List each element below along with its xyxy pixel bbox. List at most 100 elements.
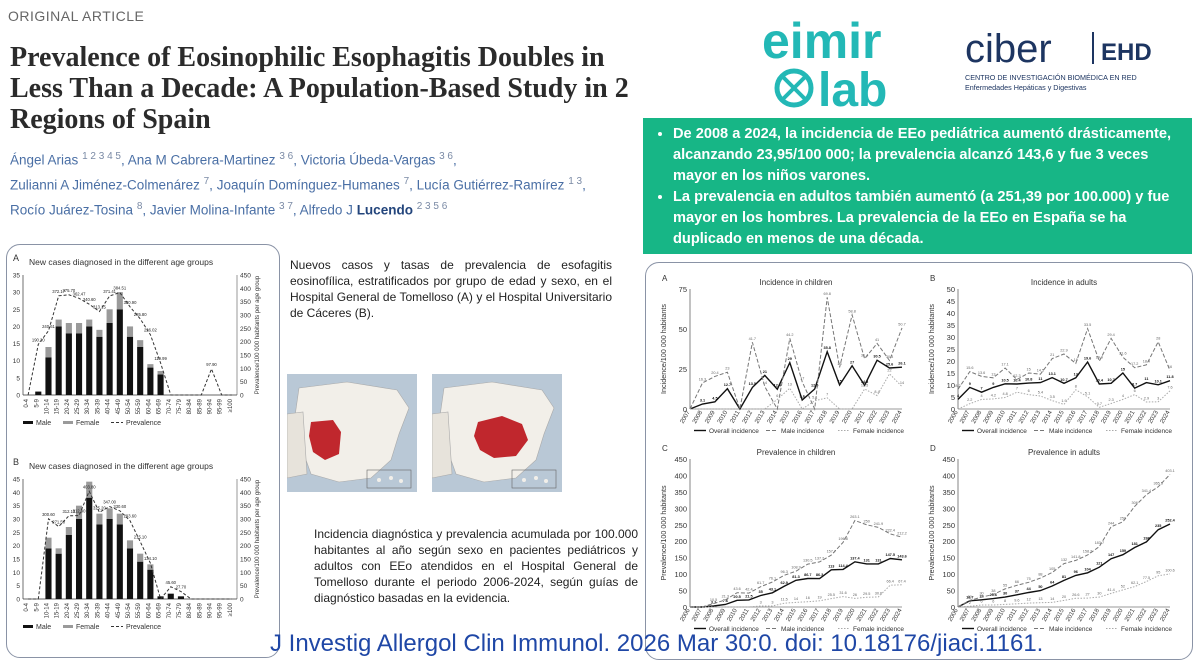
data-label: 41.4 xyxy=(1107,588,1114,592)
x-tick-label: 75-79 xyxy=(177,602,183,618)
author[interactable]: Lucía Gutiérrez-Ramírez xyxy=(416,177,565,193)
x-tick-label: 65-69 xyxy=(157,602,163,618)
data-label: 25.6 xyxy=(886,363,893,367)
tick-label: 100 xyxy=(240,366,251,373)
author[interactable]: Zulianni A Jiménez-Colmenárez xyxy=(10,177,200,193)
data-label: 6 xyxy=(776,394,778,398)
tick-label: 50 xyxy=(947,587,955,596)
tick-label: 0 xyxy=(951,405,955,414)
data-label: 31.6 xyxy=(839,591,846,595)
tick-label: 350 xyxy=(240,503,251,510)
data-label: 3 xyxy=(760,601,762,605)
data-label: 403.1 xyxy=(1165,469,1175,473)
data-label: 1.9 xyxy=(1061,399,1066,403)
eimir-lab-logo: eimir lab xyxy=(762,13,887,112)
x-tick-label: 2009 xyxy=(714,607,727,623)
data-label: 14 xyxy=(763,381,767,385)
author[interactable]: Victoria Úbeda-Vargas xyxy=(300,152,436,168)
legend-label: Overall incidence xyxy=(977,428,1027,435)
panel-letter: D xyxy=(930,444,936,453)
tick-label: 150 xyxy=(674,554,687,563)
author[interactable]: Alfredo J Lucendo xyxy=(299,202,413,218)
tick-label: 40 xyxy=(13,490,21,497)
data-label: 22.9 xyxy=(1060,349,1067,353)
tick-label: 30 xyxy=(13,517,21,524)
data-label: 29.4 xyxy=(1107,333,1114,337)
data-label: 137.4 xyxy=(850,556,860,560)
article-type-label: ORIGINAL ARTICLE xyxy=(8,8,145,24)
bar-female xyxy=(75,323,83,334)
x-tick-label: 2020 xyxy=(841,409,854,425)
x-tick-label: 20-24 xyxy=(65,602,71,618)
data-label: 7.6 xyxy=(723,599,728,603)
x-tick-label: 2008 xyxy=(691,409,704,425)
series-line xyxy=(689,297,903,411)
x-tick-label: 2006 xyxy=(947,409,960,425)
x-tick-label: 2020 xyxy=(1112,607,1125,623)
dna-icon xyxy=(774,68,814,108)
x-tick-label: 65-69 xyxy=(157,398,163,414)
data-label: 105 xyxy=(1049,567,1055,571)
series-line xyxy=(957,327,1171,390)
caption-left-figure: Nuevos casos y tasas de prevalencia de e… xyxy=(290,258,612,320)
author[interactable]: Rocío Juárez-Tosina xyxy=(10,202,134,218)
figure-left-bar-charts: A New cases diagnosed in the different ag… xyxy=(6,244,280,658)
data-label: 226.02 xyxy=(144,328,157,333)
data-label: 11 xyxy=(1038,377,1042,381)
tick-label: 400 xyxy=(674,471,687,480)
data-label: 21.5 xyxy=(745,594,752,598)
data-label: 19 xyxy=(1074,358,1078,362)
x-tick-label: 2017 xyxy=(1076,607,1089,623)
citation-link[interactable]: J Investig Allergol Clin Immunol. 2026 M… xyxy=(270,630,1044,657)
bar-male xyxy=(75,333,83,395)
data-label: 26.6 xyxy=(1072,593,1079,597)
data-label: 12.7 xyxy=(724,383,731,387)
tick-label: 0 xyxy=(951,603,955,612)
author[interactable]: Ángel Arias xyxy=(10,152,79,168)
bar-male xyxy=(96,336,103,395)
data-label: 198 xyxy=(1143,536,1149,540)
highlighted-region xyxy=(309,420,341,460)
series-line xyxy=(957,523,1171,608)
tick-label: 350 xyxy=(942,488,955,497)
chart-title: Prevalence in children xyxy=(757,448,836,457)
data-label: 50.7 xyxy=(898,322,905,326)
legend-swatch-female xyxy=(63,421,73,424)
x-tick-label: 2010 xyxy=(726,607,739,623)
x-tick-label: 2024 xyxy=(1159,607,1172,623)
x-tick-label: 2023 xyxy=(878,409,891,425)
bar-male xyxy=(126,548,134,599)
author[interactable]: Ana M Cabrera-Martinez xyxy=(127,152,276,168)
data-label: 347.00 xyxy=(103,499,116,504)
data-label: 26 xyxy=(853,593,857,597)
data-label: 23 xyxy=(725,367,729,371)
legend-label: Female incidence xyxy=(1121,428,1172,435)
data-label: 30 xyxy=(1003,592,1007,596)
data-label: 96.3 xyxy=(781,570,788,574)
data-label: 181 xyxy=(1131,542,1137,546)
bar-female xyxy=(86,481,93,498)
x-tick-label: 2013 xyxy=(1029,409,1042,425)
data-label: 14 xyxy=(900,381,904,385)
svg-text:EHD: EHD xyxy=(1101,39,1152,66)
author[interactable]: Joaquín Domínguez-Humanes xyxy=(216,177,400,193)
x-tick-label: 25-29 xyxy=(75,398,81,414)
svg-text:Enfermedades Hepáticas y Diges: Enfermedades Hepáticas y Digestivas xyxy=(965,83,1087,92)
x-tick-label: 2012 xyxy=(741,409,754,425)
highlighted-region xyxy=(474,416,528,458)
x-tick-label: 0-4 xyxy=(24,602,30,611)
x-tick-label: 15-19 xyxy=(55,398,61,414)
x-tick-label: 2011 xyxy=(729,409,742,425)
tick-label: 20 xyxy=(13,543,21,550)
bar-female xyxy=(116,513,123,525)
tick-label: 25 xyxy=(13,307,21,314)
x-tick-label: 2024 xyxy=(891,409,904,425)
data-label: 17 xyxy=(800,376,804,380)
data-label: 15 xyxy=(1027,368,1031,372)
data-label: 11 xyxy=(1144,377,1148,381)
bar-male xyxy=(96,524,103,599)
bar-male xyxy=(55,326,62,395)
data-label: 5.4 xyxy=(1038,391,1043,395)
data-label: 121 xyxy=(1096,562,1102,566)
author[interactable]: Javier Molina-Infante xyxy=(149,202,276,218)
